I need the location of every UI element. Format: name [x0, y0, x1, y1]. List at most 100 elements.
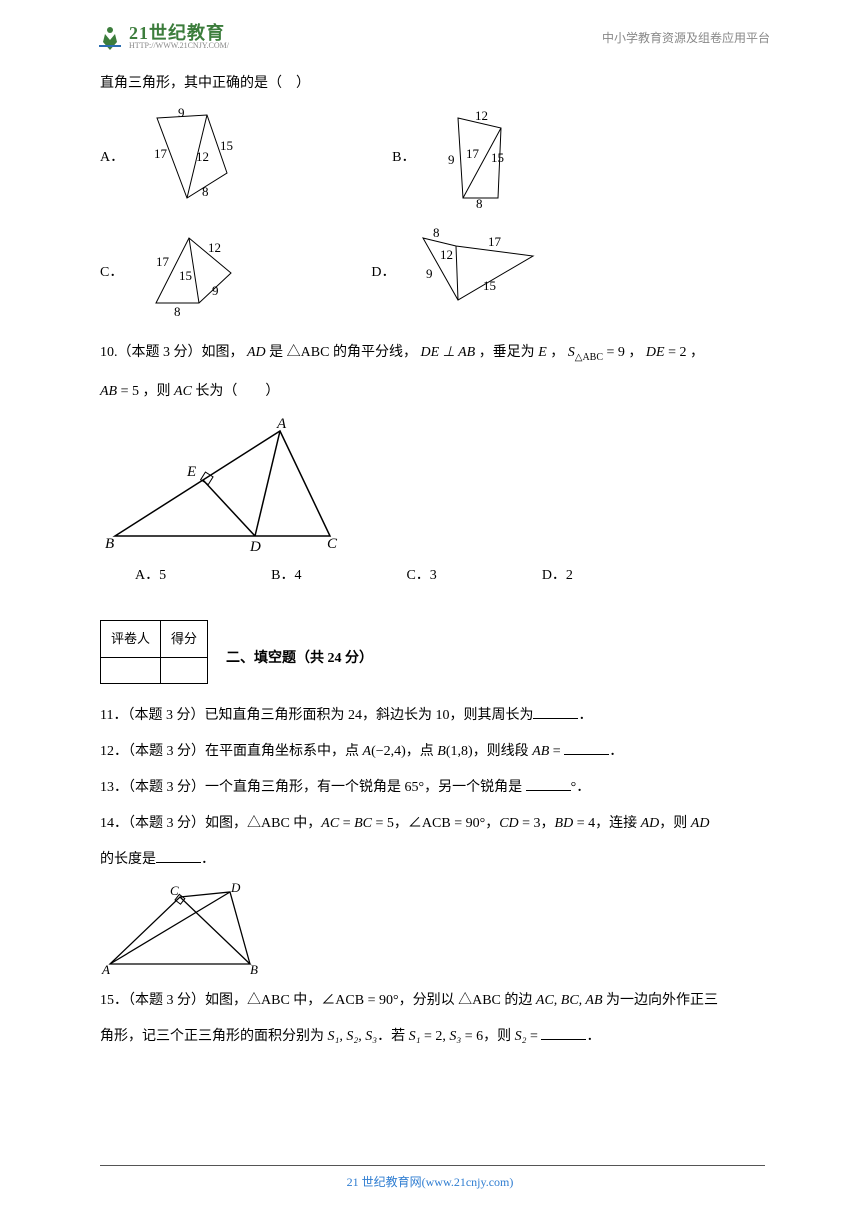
q10-figure: A B D C E	[100, 416, 360, 556]
q12-eq: =	[549, 744, 564, 759]
fig-C: C	[327, 536, 338, 552]
logo: 21世纪教育 HTTP://WWW.21CNJY.COM/	[95, 22, 229, 52]
q15-S2: S₂	[515, 1029, 527, 1044]
svg-text:8: 8	[174, 304, 181, 318]
q10-t4: ，垂足为	[479, 345, 539, 360]
svg-text:15: 15	[483, 278, 496, 293]
q10-E: E	[538, 345, 547, 360]
fig-D: D	[249, 539, 261, 555]
q14-figure: A B C D	[100, 882, 280, 977]
svg-text:9: 9	[448, 152, 455, 167]
score-header1: 评卷人	[101, 620, 161, 657]
q15-m4: 为一边向外作正三	[603, 993, 719, 1008]
diagram-d: 8 12 9 17 15	[403, 228, 553, 318]
svg-text:17: 17	[156, 254, 170, 269]
q15-tri: △ABC	[247, 993, 290, 1008]
q14-m5: ，连接	[595, 816, 641, 831]
q10-AB: AB	[100, 384, 117, 399]
section2-title: 二、填空题（共 24 分）	[226, 631, 373, 673]
q11-suffix: ．	[578, 708, 592, 723]
fig-B: B	[105, 536, 114, 552]
svg-text:12: 12	[475, 108, 488, 123]
q14-prefix: 14．（本题 3 分）如图，	[100, 816, 247, 831]
q14-line1: 14．（本题 3 分）如图，△ABC 中，AC = BC = 5，∠ACB = …	[100, 810, 765, 838]
logo-main: 21世纪教育	[129, 24, 229, 42]
q9-option-a: A． 9 15 17 12 8	[100, 108, 257, 208]
q10-c3: ，	[690, 345, 704, 360]
q11-prefix: 11．（本题 3 分）已知直角三角形面积为 24，斜边长为 10，则其周长为	[100, 708, 533, 723]
logo-icon	[95, 22, 125, 52]
svg-text:15: 15	[491, 150, 504, 165]
q15-eq90: = 90°	[364, 993, 399, 1008]
q10-S: S	[568, 345, 575, 360]
svg-text:15: 15	[220, 138, 233, 153]
q10-c2: ，	[628, 345, 646, 360]
q14-eq4: = 4	[573, 816, 595, 831]
q14-BC: BC	[354, 816, 372, 831]
q10-eq9: = 9	[607, 345, 625, 360]
svg-text:17: 17	[466, 146, 480, 161]
q15-m2: ，分别以	[399, 993, 459, 1008]
q13: 13．（本题 3 分）一个直角三角形，有一个锐角是 65°，另一个锐角是 °．	[100, 774, 765, 802]
q14-l2s: ．	[201, 852, 215, 867]
q10-line2: AB = 5 ，则 AC 长为（ ）	[100, 377, 765, 408]
option-label-b: B．	[392, 144, 415, 172]
svg-text:9: 9	[426, 266, 433, 281]
svg-text:8: 8	[202, 184, 209, 199]
q10-end: 长为（ ）	[195, 384, 279, 399]
q14-eq1: =	[339, 816, 354, 831]
q10-t2: 是	[269, 345, 287, 360]
q12-Acoords: (−2,4)	[371, 744, 406, 759]
q12-suffix: ．	[609, 744, 623, 759]
q14-m1: 中，	[290, 816, 322, 831]
footer-divider	[100, 1165, 765, 1166]
q14-eq5: = 5	[372, 816, 394, 831]
score-header2: 得分	[161, 620, 208, 657]
q9-option-d: D． 8 12 9 17 15	[371, 228, 553, 318]
q13-suffix: °．	[571, 780, 591, 795]
q14-CD: CD	[499, 816, 518, 831]
page-content: 直角三角形，其中正确的是（ ） A． 9 15 17 12 8 B． 12 17…	[0, 60, 860, 1051]
q14-m2: ，	[394, 816, 408, 831]
q14-eq3: = 3	[519, 816, 541, 831]
footer-text: 21 世纪教育网(www.21cnjy.com)	[0, 1173, 860, 1190]
q15-blank	[541, 1024, 586, 1040]
header-right-text: 中小学教育资源及组卷应用平台	[602, 29, 770, 46]
q15-eqS3: = 6	[461, 1029, 483, 1044]
q15-Slist: S₁, S₂, S₃	[328, 1029, 378, 1044]
q13-blank	[526, 775, 571, 791]
svg-text:9: 9	[178, 108, 185, 120]
q15-prefix: 15．（本题 3 分）如图，	[100, 993, 247, 1008]
svg-text:12: 12	[208, 240, 221, 255]
q10-AC: AC	[174, 384, 192, 399]
svg-text:17: 17	[488, 234, 502, 249]
q10-opt-a: A．5	[135, 562, 166, 590]
q15-tri2: △ABC	[458, 993, 501, 1008]
q14-m6: ，则	[659, 816, 691, 831]
svg-text:17: 17	[154, 146, 168, 161]
q12-A: A	[363, 744, 372, 759]
q11: 11．（本题 3 分）已知直角三角形面积为 24，斜边长为 10，则其周长为 ．	[100, 702, 765, 730]
q10-opt-b: B．4	[271, 562, 301, 590]
q14-fig-D: D	[230, 882, 241, 895]
q14-AD2: AD	[691, 816, 710, 831]
svg-text:8: 8	[476, 196, 483, 208]
q10-c1: ，	[550, 345, 564, 360]
q9-option-b: B． 12 17 15 9 8	[392, 108, 533, 208]
q15-angle: ∠ACB	[321, 993, 364, 1008]
q9-option-c: C． 17 15 12 9 8	[100, 228, 256, 318]
q14-AC: AC	[321, 816, 339, 831]
q14-l2p: 的长度是	[100, 852, 156, 867]
option-label-d: D．	[371, 259, 395, 287]
q10-Ssub: △ABC	[575, 352, 603, 363]
q15-eq: =	[527, 1029, 542, 1044]
q10-eq2: = 2	[668, 345, 686, 360]
q14-fig-B: B	[250, 962, 258, 977]
q15-suffix: ．	[586, 1029, 600, 1044]
q10-opt-d: D．2	[542, 562, 573, 590]
q9-intro: 直角三角形，其中正确的是（ ）	[100, 70, 765, 98]
q10-opt-c: C．3	[406, 562, 436, 590]
q14-AD: AD	[641, 816, 660, 831]
svg-text:9: 9	[212, 283, 219, 298]
q14-fig-A: A	[101, 962, 110, 977]
